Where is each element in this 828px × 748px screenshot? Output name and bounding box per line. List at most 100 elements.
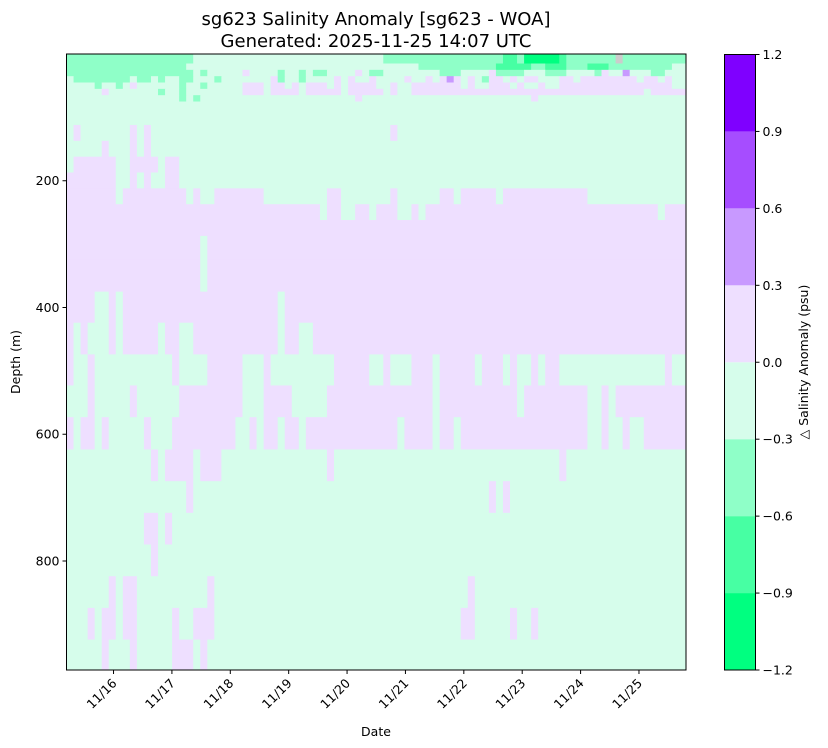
heatmap-cell: [460, 82, 469, 90]
heatmap-cell: [150, 140, 687, 158]
heatmap-cell: [66, 417, 74, 450]
heatmap-cell: [150, 124, 391, 142]
heatmap-cell: [158, 88, 166, 96]
heatmap-cell: [179, 156, 687, 173]
x-tick-label: 11/24: [551, 675, 587, 711]
heatmap-cell: [193, 95, 201, 102]
heatmap-cell: [566, 69, 595, 77]
heatmap-cell: [66, 259, 201, 293]
heatmap-cell: [122, 322, 159, 355]
heatmap-cell: [143, 417, 152, 450]
heatmap-cell: [411, 76, 426, 83]
heatmap-cell: [73, 417, 81, 450]
heatmap-cell: [80, 322, 89, 355]
heatmap-cell: [502, 76, 511, 83]
heatmap-cell: [369, 69, 384, 77]
heatmap-cell: [235, 417, 250, 450]
heatmap-cell: [664, 69, 687, 77]
heatmap-cell: [150, 76, 159, 83]
colorbar-band: [724, 208, 756, 286]
heatmap-cell: [193, 481, 490, 514]
heatmap-cell: [411, 204, 419, 221]
heatmap-cell: [397, 204, 412, 221]
heatmap-cell: [545, 82, 560, 90]
heatmap-cell: [559, 76, 574, 83]
heatmap-cell: [80, 417, 96, 450]
x-tick-label: 11/16: [84, 675, 120, 711]
heatmap-cell: [524, 76, 539, 83]
heatmap-cell: [517, 82, 525, 90]
heatmap-cell: [263, 82, 272, 90]
heatmap-cell: [214, 607, 462, 640]
heatmap-cell: [566, 63, 588, 71]
heatmap-cell: [390, 354, 412, 386]
heatmap-cell: [207, 235, 687, 261]
heatmap-cell: [172, 607, 180, 640]
heatmap-cell: [66, 322, 74, 355]
heatmap-cell: [488, 82, 511, 90]
heatmap-cell: [108, 140, 131, 158]
heatmap-cell: [629, 417, 645, 450]
heatmap-cell: [495, 63, 532, 71]
heatmap-cell: [165, 322, 180, 355]
heatmap-cell: [186, 88, 243, 96]
y-axis: 200 400 600 800: [36, 173, 67, 568]
heatmap-cell: [66, 354, 74, 386]
heatmap-cell: [165, 88, 180, 96]
heatmap-cell: [432, 354, 441, 386]
heatmap-cell: [502, 354, 511, 386]
heatmap-cell: [200, 95, 356, 102]
heatmap-cell: [573, 76, 581, 83]
heatmap-cell: [165, 76, 180, 83]
heatmap-cell: [524, 69, 546, 77]
heatmap-cell: [172, 512, 687, 545]
heatmap-cell: [643, 417, 687, 450]
heatmap-cell: [460, 69, 490, 77]
colorbar-label: △ Salinity Anomaly (psu): [796, 285, 811, 440]
heatmap-cell: [94, 354, 173, 386]
heatmap-cell: [474, 76, 483, 83]
heatmap-cell: [158, 76, 166, 83]
heatmap-cell: [622, 69, 631, 77]
heatmap-cell: [122, 188, 187, 205]
heatmap-cell: [186, 95, 194, 102]
heatmap-cell: [538, 76, 560, 83]
heatmap-cell: [460, 188, 497, 205]
colorbar: −1.2 −0.9 −0.6 −0.3 0.0 0.3 0.6 0.9 1.2: [724, 47, 793, 678]
heatmap-cell: [481, 354, 504, 386]
heatmap-cell: [671, 76, 687, 83]
heatmap-cell: [66, 124, 74, 142]
heatmap-cell: [432, 385, 441, 418]
heatmap-cell: [671, 63, 687, 71]
heatmap-cell: [517, 607, 532, 640]
heatmap-cell: [601, 385, 609, 418]
heatmap-cell: [517, 76, 525, 83]
heatmap-cell: [143, 172, 152, 189]
heatmap-cell: [108, 88, 159, 96]
heatmap-cell: [615, 54, 624, 64]
heatmap-cell: [531, 95, 539, 102]
heatmap-cell: [94, 385, 131, 418]
heatmap-cell: [214, 76, 222, 83]
heatmap-cell: [334, 449, 560, 482]
x-axis-label: Date: [361, 724, 391, 739]
heatmap-cell: [66, 220, 687, 237]
heatmap-cell: [101, 417, 110, 450]
heatmap-cell: [671, 354, 687, 386]
heatmap-cell: [411, 354, 433, 386]
heatmap-cell: [453, 188, 462, 205]
heatmap-cell: [193, 188, 201, 205]
heatmap-cell: [129, 639, 138, 671]
heatmap-cell: [186, 82, 201, 90]
heatmap-cell: [390, 124, 398, 142]
heatmap-cell: [263, 417, 279, 450]
colorbar-tick-label: 0.6: [763, 201, 783, 216]
heatmap-cell: [312, 69, 328, 77]
heatmap-cell: [66, 512, 145, 545]
x-tick-label: 11/19: [259, 675, 295, 711]
heatmap-cell: [383, 54, 504, 64]
heatmap-cell: [66, 156, 74, 173]
heatmap-cell: [136, 140, 145, 158]
heatmap-cell: [510, 354, 518, 386]
heatmap-cell: [66, 291, 96, 324]
